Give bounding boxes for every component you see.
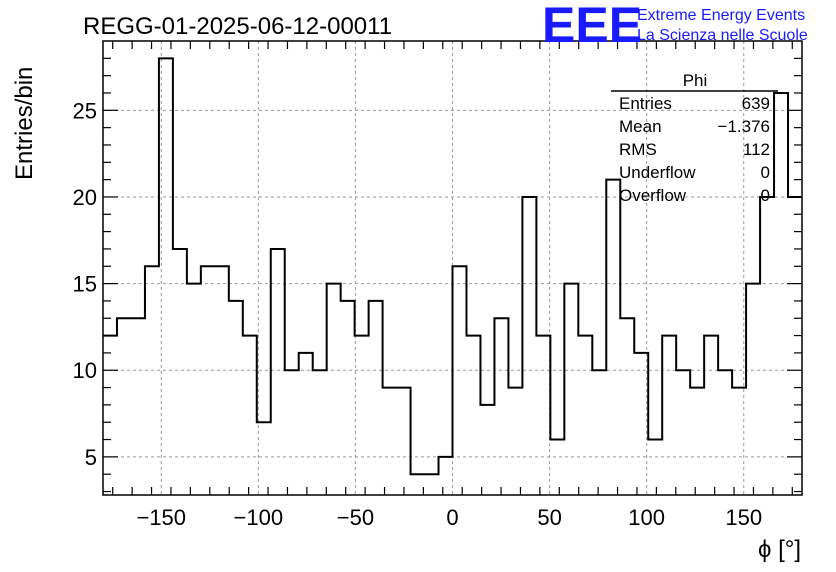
x-tick-label: −50 (337, 505, 374, 530)
histogram-bin (676, 370, 690, 495)
histogram-bin (606, 180, 620, 495)
histogram-bin (243, 336, 257, 495)
histogram-bin (187, 284, 201, 495)
histogram-bin (690, 388, 704, 495)
histogram-bin (480, 405, 494, 495)
histogram-bin (271, 249, 285, 495)
histogram-bin (774, 93, 788, 495)
histogram-bin (327, 284, 341, 495)
histogram-bin (718, 370, 732, 495)
histogram-bin (634, 353, 648, 495)
histogram-bin (229, 301, 243, 495)
histogram-bin (466, 336, 480, 495)
histogram-bin (620, 318, 634, 495)
plot-frame (102, 40, 803, 496)
stats-row-value: 0 (761, 163, 770, 182)
x-tick-label: 100 (628, 505, 665, 530)
y-tick-label: 25 (73, 98, 97, 123)
histogram-bins (103, 58, 802, 495)
histogram-bin (285, 370, 299, 495)
histogram-bin (117, 318, 131, 495)
histogram-bin (131, 318, 145, 495)
x-tick-label: −100 (234, 505, 284, 530)
histogram-bin (592, 370, 606, 495)
histogram-bin (550, 440, 564, 495)
histogram-bin (173, 249, 187, 495)
stats-box: Phi Entries 639 Mean −1.376 RMS 112 Underflow 0… (611, 71, 778, 205)
histogram-bin (425, 474, 439, 495)
x-tick-label: −150 (136, 505, 186, 530)
histogram-bin (788, 197, 802, 495)
stats-row-label: Mean (619, 117, 662, 136)
histogram-bin (299, 353, 313, 495)
y-tick-label: 20 (73, 185, 97, 210)
stats-title: Phi (683, 71, 708, 90)
y-tick-labels: 5 10 15 20 25 (73, 98, 97, 470)
histogram-bin (215, 266, 229, 495)
histogram-bin (453, 266, 467, 495)
histogram-bin (704, 336, 718, 495)
histogram-bin (313, 370, 327, 495)
histogram-bin (369, 301, 383, 495)
stats-row-label: Entries (619, 94, 672, 113)
logo-line-1: Extreme Energy Events (637, 7, 805, 24)
logo-line-2: La Scienza nelle Scuole (637, 27, 808, 44)
stats-row-label: Underflow (619, 163, 696, 182)
stats-row-label: RMS (619, 140, 657, 159)
stats-row-value: 112 (743, 140, 770, 159)
histogram-bin (494, 318, 508, 495)
y-tick-label: 5 (85, 445, 97, 470)
histogram-bin (746, 284, 760, 495)
histogram-bin (760, 197, 774, 495)
histogram-bin (341, 301, 355, 495)
histogram-bin (159, 58, 173, 495)
histogram-bin (536, 336, 550, 495)
histogram-bin (355, 336, 369, 495)
histogram-bin (103, 336, 117, 495)
x-axis-label: ϕ [°] (758, 536, 801, 563)
stats-row-value: −1.376 (718, 117, 770, 136)
stats-row-value: 639 (742, 94, 770, 113)
chart-title: REGG-01-2025-06-12-00011 (83, 13, 392, 40)
logo: EEE Extreme Energy Events La Scienza nel… (542, 0, 808, 53)
axis-ticks (103, 41, 802, 495)
histogram-bin (411, 474, 425, 495)
stats-rows: Entries 639 Mean −1.376 RMS 112 Underflow 0 Over… (619, 94, 770, 205)
histogram-bin (145, 266, 159, 495)
histogram-bin (564, 284, 578, 495)
histogram-bin (732, 388, 746, 495)
histogram-bin (648, 440, 662, 495)
x-tick-label: 150 (725, 505, 762, 530)
histogram-bin (662, 336, 676, 495)
stats-row-label: Overflow (619, 186, 687, 205)
x-tick-label: 0 (446, 505, 458, 530)
x-tick-label: 50 (537, 505, 561, 530)
histogram-bin (397, 388, 411, 495)
stats-row-value: 0 (761, 186, 770, 205)
histogram-bin (383, 388, 397, 495)
histogram-bin (439, 457, 453, 495)
histogram-bin (522, 197, 536, 495)
y-axis-label: Entries/bin (11, 67, 38, 180)
histogram-series-line (103, 57, 802, 476)
y-tick-label: 15 (73, 272, 97, 297)
histogram-bin (578, 336, 592, 495)
x-tick-labels: −150 −100 −50 0 50 100 150 (136, 505, 762, 530)
histogram-bin (257, 422, 271, 495)
histogram-bin (201, 266, 215, 495)
eee-logo-mark: EEE (542, 0, 642, 53)
histogram-bin (508, 388, 522, 495)
y-tick-label: 10 (73, 358, 97, 383)
